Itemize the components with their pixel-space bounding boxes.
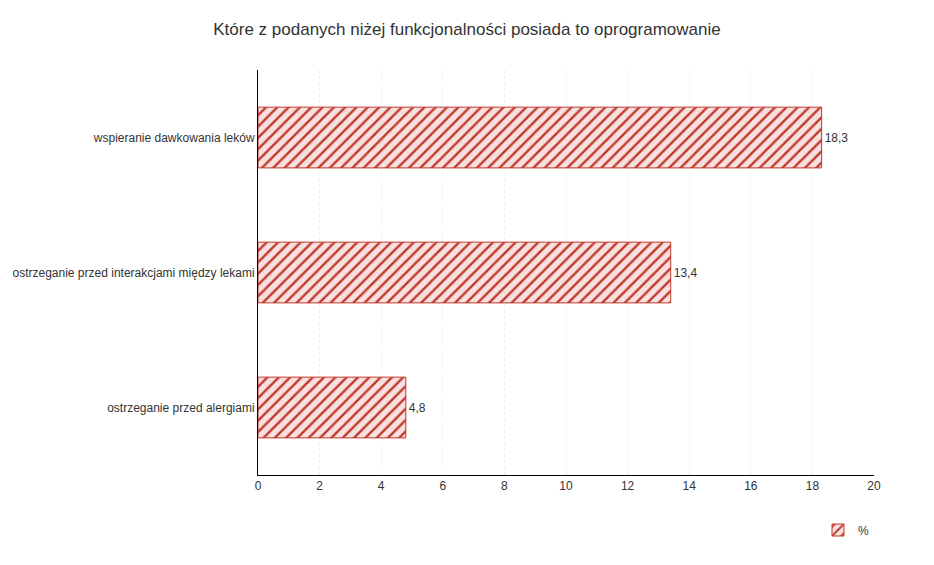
svg-text:18,3: 18,3 — [825, 131, 849, 145]
svg-text:ostrzeganie przed alergiami: ostrzeganie przed alergiami — [107, 401, 254, 415]
svg-text:6: 6 — [439, 479, 446, 493]
svg-text:4,8: 4,8 — [409, 401, 426, 415]
svg-text:ostrzeganie przed interakcjami: ostrzeganie przed interakcjami między le… — [12, 266, 254, 280]
svg-text:10: 10 — [559, 479, 573, 493]
svg-text:wspieranie dawkowania leków: wspieranie dawkowania leków — [93, 131, 255, 145]
svg-text:4: 4 — [378, 479, 385, 493]
svg-text:20: 20 — [867, 479, 881, 493]
svg-text:18: 18 — [806, 479, 820, 493]
svg-text:Które z podanych niżej funkcjo: Które z podanych niżej funkcjonalności p… — [213, 20, 720, 39]
svg-text:12: 12 — [621, 479, 635, 493]
svg-text:8: 8 — [501, 479, 508, 493]
svg-text:13,4: 13,4 — [674, 266, 698, 280]
svg-text:14: 14 — [683, 479, 697, 493]
svg-text:%: % — [858, 524, 869, 538]
svg-text:0: 0 — [255, 479, 262, 493]
svg-text:2: 2 — [316, 479, 323, 493]
svg-text:16: 16 — [744, 479, 758, 493]
